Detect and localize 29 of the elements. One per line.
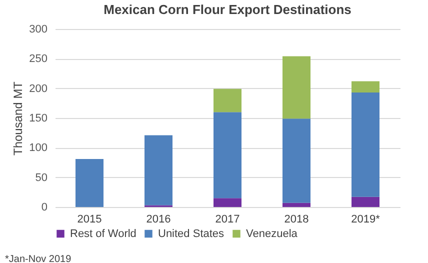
text: *Jan-Nov 2019 <box>5 254 72 263</box>
legend-label: Rest of World <box>70 228 136 240</box>
y-axis-title: Thousand MT <box>11 80 26 156</box>
bar <box>144 135 172 206</box>
y-tick-label: 100 <box>29 142 48 154</box>
x-tick-label: 2016 <box>146 214 171 226</box>
y-tick-label: 200 <box>29 82 48 95</box>
bar <box>282 202 310 207</box>
x-tick-label: 2015 <box>77 214 102 226</box>
y-tick-label: 0 <box>41 202 48 214</box>
bar <box>214 198 242 207</box>
bar <box>214 88 242 112</box>
y-tick-label: 300 <box>29 24 48 36</box>
y-tick-label: 50 <box>35 172 48 184</box>
y-tick-label: 250 <box>29 53 48 66</box>
bar <box>352 81 380 92</box>
bar <box>352 196 380 207</box>
x-tick-label: 2019* <box>351 214 381 226</box>
x-tick-label: 2017 <box>215 214 240 226</box>
y-tick-label: 150 <box>29 112 48 124</box>
bar <box>282 118 310 203</box>
bar <box>76 158 104 207</box>
chart-title: Mexican Corn Flour Export Destinations <box>104 2 352 17</box>
legend-label: United States <box>158 228 225 240</box>
x-tick-label: 2018 <box>284 214 309 226</box>
bar <box>352 92 380 197</box>
legend-label: Venezuela <box>246 228 298 240</box>
bar <box>282 56 310 119</box>
bar <box>214 112 242 198</box>
